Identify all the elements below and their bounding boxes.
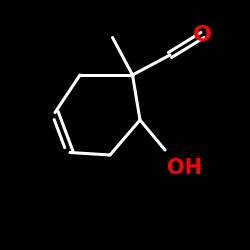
Text: OH: OH	[168, 158, 202, 178]
Text: O: O	[193, 25, 212, 45]
